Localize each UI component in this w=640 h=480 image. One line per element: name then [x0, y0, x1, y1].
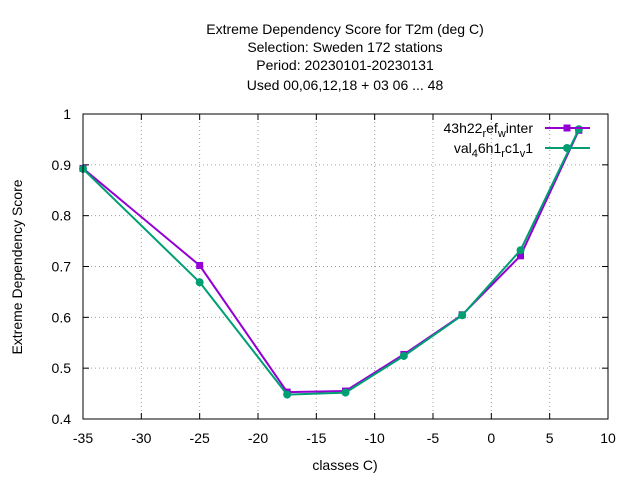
title-line-4: Used 00,06,12,18 + 03 06 ... 48	[247, 77, 444, 93]
data-point	[574, 125, 583, 134]
legend-swatch-marker	[563, 144, 571, 152]
y-tick-label: 0.8	[52, 208, 72, 224]
x-tick-label: -20	[248, 430, 268, 446]
y-tick-label: 0.4	[52, 411, 72, 427]
title-line-3: Period: 20230101-20230131	[256, 57, 434, 73]
y-axis-label: Extreme Dependency Score	[9, 179, 25, 354]
title-line-2: Selection: Sweden 172 stations	[247, 39, 442, 55]
plot-frame	[82, 113, 609, 420]
legend-swatch-marker	[563, 124, 571, 132]
data-point	[516, 246, 525, 255]
x-tick-label: -35	[73, 430, 93, 446]
legend-item: val46h1rc1v1	[454, 140, 590, 160]
data-point	[283, 390, 292, 399]
data-point	[195, 278, 204, 287]
series-line	[82, 128, 580, 396]
x-tick-label: 0	[487, 430, 495, 446]
x-tick-label: -15	[306, 430, 326, 446]
data-point	[458, 311, 467, 320]
y-tick-label: 0.5	[52, 360, 72, 376]
x-tick-label: -5	[427, 430, 440, 446]
x-tick-label: -10	[365, 430, 385, 446]
x-tick-label: -25	[190, 430, 210, 446]
data-point	[196, 261, 204, 269]
series-layer	[79, 125, 583, 399]
x-tick-label: 5	[546, 430, 554, 446]
x-tick-label: 10	[600, 430, 616, 446]
y-tick-label: 0.7	[52, 259, 72, 275]
series-2	[79, 125, 583, 399]
axis-ticks	[82, 113, 609, 420]
x-tick-label: -30	[131, 430, 151, 446]
grid	[83, 114, 608, 419]
series-1	[79, 126, 583, 396]
series-line	[82, 129, 580, 394]
y-tick-label: 1	[63, 106, 71, 122]
data-point	[341, 388, 350, 397]
title-line-1: Extreme Dependency Score for T2m (deg C)	[206, 21, 484, 37]
legend-label: val46h1rc1v1	[454, 140, 533, 160]
y-tick-label: 0.9	[52, 157, 72, 173]
data-point	[399, 351, 408, 360]
y-tick-label: 0.6	[52, 309, 72, 325]
chart-title: Extreme Dependency Score for T2m (deg C)…	[206, 21, 484, 93]
tick-labels: -35 -30 -25 -20 -15 -10 -5 0 5 10 0.4 0.5 0.6 0.7 0.8 0…	[52, 106, 616, 446]
data-point	[517, 252, 524, 260]
legend-label: 43h22refwinter	[444, 120, 534, 140]
x-axis-label: classes C)	[312, 457, 377, 473]
legend-item: 43h22refwinter	[444, 120, 590, 140]
